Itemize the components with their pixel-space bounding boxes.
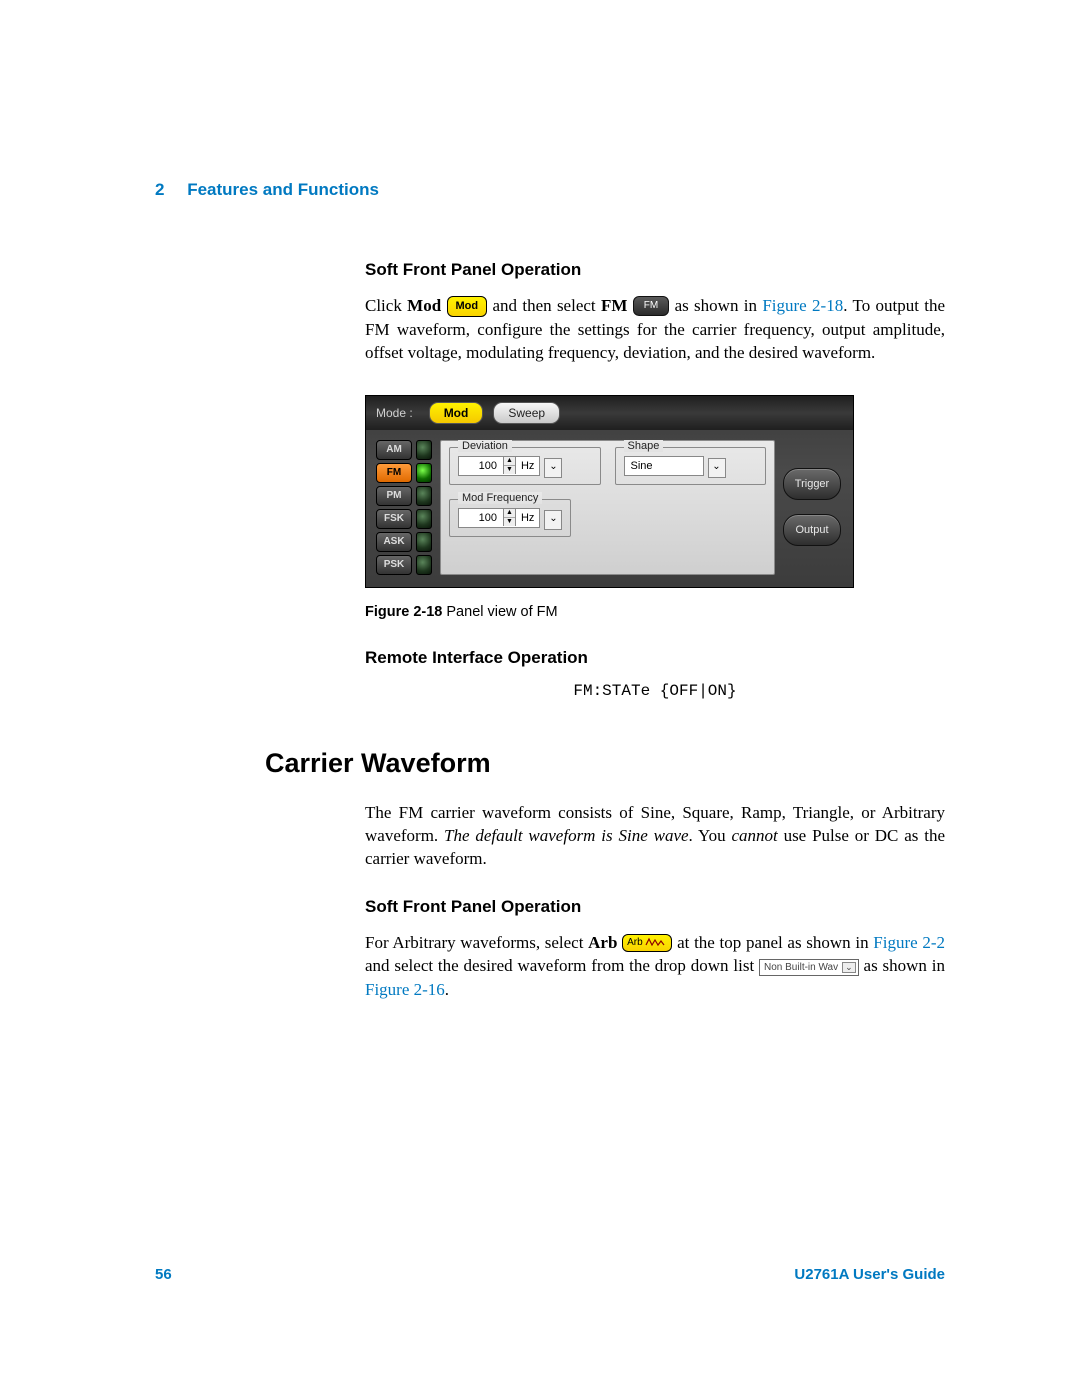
chevron-down-icon: ⌄ xyxy=(842,962,856,973)
shape-select[interactable]: Sine xyxy=(624,456,704,476)
mod-led-am xyxy=(416,440,432,460)
shape-value: Sine xyxy=(625,460,703,472)
remote-heading: Remote Interface Operation xyxy=(365,648,945,668)
deviation-fieldset: Deviation 100 ▲▼ Hz ⌄ xyxy=(449,447,601,485)
mod-row-fm: FM xyxy=(376,463,432,483)
modfreq-unit: Hz xyxy=(516,512,539,524)
mod-row-ask: ASK xyxy=(376,532,432,552)
modfreq-legend: Mod Frequency xyxy=(458,492,542,504)
deviation-input[interactable]: 100 ▲▼ Hz xyxy=(458,456,540,476)
soft-panel-paragraph-2: For Arbitrary waveforms, select Arb Arb … xyxy=(365,931,945,1001)
mod-button-pm[interactable]: PM xyxy=(376,486,412,506)
mod-led-ask xyxy=(416,532,432,552)
mod-button-ask[interactable]: ASK xyxy=(376,532,412,552)
mod-button-fsk[interactable]: FSK xyxy=(376,509,412,529)
bold-mod: Mod xyxy=(407,296,441,315)
remote-code: FM:STATe {OFF|ON} xyxy=(365,682,945,700)
tab-sweep[interactable]: Sweep xyxy=(493,402,560,424)
bold-fm: FM xyxy=(601,296,627,315)
chapter-title: Features and Functions xyxy=(187,180,379,199)
content-block-2: The FM carrier waveform consists of Sine… xyxy=(365,801,945,1002)
figure-2-18: Mode : Mod Sweep AM FM PM FSK ASK PSK Deviati… xyxy=(365,395,945,620)
deviation-dropdown-icon[interactable]: ⌄ xyxy=(544,458,562,478)
arb-button-inline[interactable]: Arb xyxy=(622,934,672,952)
mod-row-psk: PSK xyxy=(376,555,432,575)
trigger-button[interactable]: Trigger xyxy=(783,468,841,500)
mod-button-am[interactable]: AM xyxy=(376,440,412,460)
text: and then select xyxy=(492,296,601,315)
text: For Arbitrary waveforms, select xyxy=(365,933,588,952)
figure-caption: Figure 2-18 Panel view of FM xyxy=(365,604,945,620)
fm-button-inline[interactable]: FM xyxy=(633,296,669,316)
page: 2 Features and Functions Soft Front Pane… xyxy=(0,0,1080,1397)
panel-tabbar: Mode : Mod Sweep xyxy=(366,396,853,430)
dropdown-text: Non Built-in Wav xyxy=(764,962,838,973)
soft-panel-heading-2: Soft Front Panel Operation xyxy=(365,897,945,917)
deviation-legend: Deviation xyxy=(458,440,512,452)
bold-arb: Arb xyxy=(588,933,617,952)
content-block-1: Soft Front Panel Operation Click Mod Mod… xyxy=(365,260,945,700)
figure-caption-bold: Figure 2-18 xyxy=(365,604,442,620)
deviation-spinner[interactable]: ▲▼ xyxy=(503,457,516,474)
arb-label: Arb xyxy=(627,937,643,948)
soft-panel-heading-1: Soft Front Panel Operation xyxy=(365,260,945,280)
shape-fieldset: Shape Sine ⌄ xyxy=(615,447,767,485)
panel-body: AM FM PM FSK ASK PSK Deviation 100 ▲▼ Hz ⌄ xyxy=(366,430,853,587)
chapter-number: 2 xyxy=(155,180,164,199)
fm-panel: Mode : Mod Sweep AM FM PM FSK ASK PSK Deviati… xyxy=(365,395,854,588)
italic-cannot: cannot xyxy=(731,826,777,845)
guide-title: U2761A User's Guide xyxy=(794,1266,945,1283)
mod-button-fm[interactable]: FM xyxy=(376,463,412,483)
carrier-block: Carrier Waveform xyxy=(265,748,945,779)
arb-wave-icon xyxy=(645,937,667,947)
page-footer: 56 U2761A User's Guide xyxy=(155,1266,945,1283)
chapter-header: 2 Features and Functions xyxy=(155,180,945,200)
mod-row-pm: PM xyxy=(376,486,432,506)
mod-led-psk xyxy=(416,555,432,575)
text: . xyxy=(445,980,449,999)
text: . You xyxy=(689,826,732,845)
italic-default: The default waveform is Sine wave xyxy=(444,826,689,845)
modfreq-dropdown-icon[interactable]: ⌄ xyxy=(544,510,562,530)
text: Click xyxy=(365,296,407,315)
figure-link-2-18[interactable]: Figure 2-18 xyxy=(762,296,843,315)
figure-link-2-2[interactable]: Figure 2-2 xyxy=(873,933,945,952)
modfreq-spinner[interactable]: ▲▼ xyxy=(503,509,516,526)
mod-led-pm xyxy=(416,486,432,506)
deviation-unit: Hz xyxy=(516,460,539,472)
output-button[interactable]: Output xyxy=(783,514,841,546)
mod-button-inline[interactable]: Mod xyxy=(447,296,488,317)
mod-led-fm xyxy=(416,463,432,483)
right-buttons: Trigger Output xyxy=(783,440,843,575)
figure-caption-text: Panel view of FM xyxy=(442,604,557,620)
carrier-heading: Carrier Waveform xyxy=(265,748,945,779)
center-controls: Deviation 100 ▲▼ Hz ⌄ Shape Sine xyxy=(440,440,775,575)
modulation-list: AM FM PM FSK ASK PSK xyxy=(376,440,432,575)
mod-row-am: AM xyxy=(376,440,432,460)
waveform-dropdown-inline[interactable]: Non Built-in Wav ⌄ xyxy=(759,959,859,977)
deviation-value: 100 xyxy=(459,460,503,472)
carrier-paragraph: The FM carrier waveform consists of Sine… xyxy=(365,801,945,871)
soft-panel-paragraph-1: Click Mod Mod and then select FM FM as s… xyxy=(365,294,945,365)
mod-led-fsk xyxy=(416,509,432,529)
text: at the top panel as shown in xyxy=(672,933,873,952)
figure-link-2-16[interactable]: Figure 2-16 xyxy=(365,980,445,999)
mod-button-psk[interactable]: PSK xyxy=(376,555,412,575)
tab-mod[interactable]: Mod xyxy=(429,402,484,424)
shape-dropdown-icon[interactable]: ⌄ xyxy=(708,458,726,478)
modfreq-fieldset: Mod Frequency 100 ▲▼ Hz ⌄ xyxy=(449,499,571,537)
text: as shown in xyxy=(859,956,945,975)
text: as shown in xyxy=(675,296,763,315)
text: and select the desired waveform from the… xyxy=(365,956,759,975)
mode-label: Mode : xyxy=(376,406,413,420)
modfreq-value: 100 xyxy=(459,512,503,524)
shape-legend: Shape xyxy=(624,440,664,452)
modfreq-input[interactable]: 100 ▲▼ Hz xyxy=(458,508,540,528)
page-number: 56 xyxy=(155,1266,172,1283)
mod-row-fsk: FSK xyxy=(376,509,432,529)
